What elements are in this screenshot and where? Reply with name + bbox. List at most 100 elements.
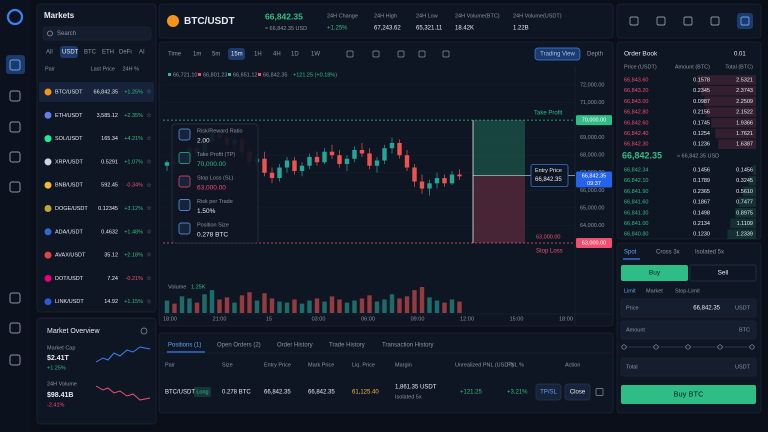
market-tab[interactable]: AI [139,50,145,56]
precision[interactable]: 0.01 [734,52,746,58]
candle-body [307,156,312,166]
candle-body [419,181,425,189]
volume-bar [337,299,342,313]
positions-tab[interactable]: Order History [277,343,313,349]
input-box[interactable] [620,357,757,377]
volume-bar [284,302,290,313]
buy-tab-label[interactable]: Buy [649,270,661,277]
tpsl-label[interactable]: TP/SL [540,390,557,396]
view-tab[interactable]: Trading View [540,52,575,58]
share-icon[interactable] [595,388,604,396]
form-tab[interactable]: Isolated 5x [695,250,724,256]
nav-icon[interactable] [9,151,21,163]
margin: 1,861.35 USDT [395,385,437,391]
tool-icon[interactable] [656,16,666,26]
x-tick-label: 03:00 [312,316,326,322]
nav-icon[interactable] [9,181,21,193]
change: -0.34% [126,183,144,189]
tool-icon[interactable] [740,16,750,26]
buy-button-label[interactable]: Buy BTC [673,389,704,398]
form-tab[interactable]: Cross 3x [656,250,680,256]
change: +2.18% [124,253,143,259]
tool-active[interactable] [737,13,753,29]
interval[interactable]: 1H [254,52,262,58]
market-tab[interactable]: USDT [62,50,79,56]
tpsl-button[interactable] [535,383,562,401]
interval[interactable]: 1W [311,52,320,58]
interval[interactable]: 5m [212,52,220,58]
tool-icon[interactable] [629,16,639,26]
order-type[interactable]: Limit [624,288,636,294]
star[interactable]: ☆ [146,252,151,259]
view-tab[interactable]: Depth [587,52,603,58]
market-tab[interactable]: ETH [102,50,114,56]
tool-icon[interactable] [683,16,693,26]
input-unit: BTC [739,327,750,333]
nav-icon[interactable] [9,354,21,366]
overview-panel [36,317,157,425]
market-tab[interactable]: BTC [84,50,97,56]
tab-active[interactable] [60,46,78,58]
tool-icon[interactable] [372,50,380,58]
positions-tab[interactable]: Open Orders (2) [217,343,261,349]
positions-tab[interactable]: Positions (1) [168,343,201,349]
nav-icon[interactable] [9,322,21,334]
search-box[interactable] [42,26,152,41]
slider-dot[interactable] [653,344,659,350]
star[interactable]: ☆ [146,135,151,142]
nav-icon[interactable] [9,90,21,102]
nav-icon[interactable] [9,59,21,71]
star[interactable]: ☆ [146,205,151,212]
close-button[interactable] [564,383,591,401]
tool-icon[interactable] [397,50,405,58]
panel-title: Order Book [624,51,658,58]
sell-tab-label[interactable]: Sell [718,270,729,277]
buy-tab[interactable] [621,265,688,281]
interval[interactable]: 15m [231,52,243,58]
view-active[interactable] [534,47,581,61]
input-box[interactable] [620,320,757,340]
positions-tab[interactable]: Trade History [329,343,365,349]
input-box[interactable] [620,298,757,318]
slider-dot[interactable] [621,344,627,350]
market-tab[interactable]: DeFi [119,50,132,56]
star[interactable]: ☆ [146,112,151,119]
positions-tab[interactable]: Transaction History [382,343,433,349]
buy-button[interactable] [621,385,756,404]
interval-active[interactable] [228,48,245,60]
pair: DOT/USDT [55,276,84,282]
slider-dot[interactable] [685,344,691,350]
slider-dot[interactable] [749,344,755,350]
candle-body [442,178,447,184]
market-tab[interactable]: All [46,50,53,56]
order-type[interactable]: Market [646,288,663,294]
star[interactable]: ☆ [146,158,151,165]
star[interactable]: ☆ [146,275,151,282]
interval[interactable]: 1m [193,52,201,58]
book-amount: 0.1867 [693,200,710,206]
tool-icon[interactable] [418,50,426,58]
nav-icon[interactable] [9,121,21,133]
close-label[interactable]: Close [570,390,586,396]
form-tab[interactable]: Spot [624,250,637,256]
interval[interactable]: 1D [291,52,299,58]
tool-icon[interactable] [442,50,450,58]
order-type[interactable]: Stop-Limit [675,288,700,294]
star[interactable]: ☆ [146,298,151,305]
interval[interactable]: Time [168,52,182,58]
star[interactable]: ☆ [146,228,151,235]
candle-body [367,153,372,166]
interval[interactable]: 4H [273,52,281,58]
ohlc-value: +121.25 (+0.18%) [293,72,337,78]
nav-active[interactable] [6,55,25,74]
slider-dot[interactable] [717,344,723,350]
volume-bar [239,295,245,313]
liq-price: 61,125.40 [352,390,379,396]
tool-icon[interactable] [710,16,720,26]
tool-icon[interactable] [346,50,354,58]
star[interactable]: ☆ [146,89,151,96]
nav-icon[interactable] [9,292,21,304]
sell-tab[interactable] [689,264,757,282]
input-unit: USDT [735,305,751,311]
star[interactable]: ☆ [146,182,151,189]
